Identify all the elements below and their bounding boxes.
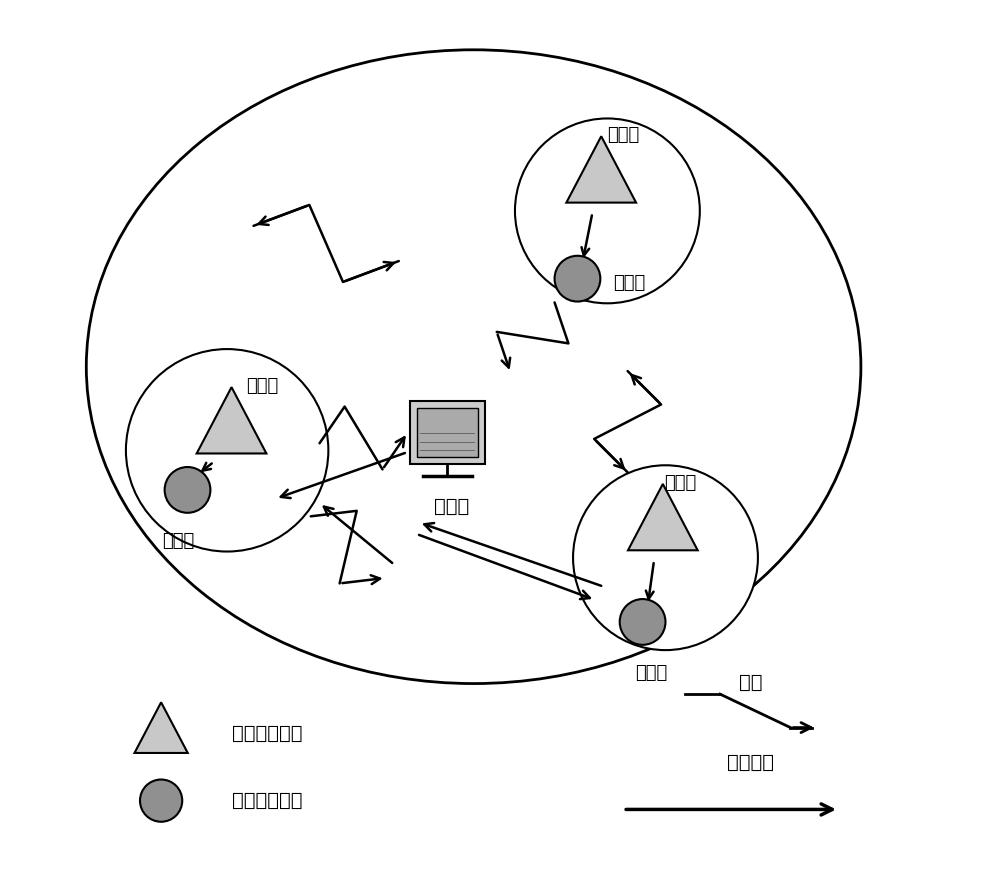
Text: 主用户: 主用户 (434, 497, 469, 516)
Text: 通信链路: 通信链路 (727, 752, 774, 772)
Bar (417, 408, 478, 457)
Text: 接收机: 接收机 (635, 664, 668, 683)
Text: 次用户接收机: 次用户接收机 (232, 791, 302, 810)
Polygon shape (566, 136, 636, 202)
Polygon shape (134, 702, 188, 753)
Circle shape (555, 256, 600, 302)
Circle shape (140, 780, 182, 822)
Polygon shape (197, 387, 266, 454)
Circle shape (165, 467, 210, 513)
Circle shape (573, 465, 758, 650)
Circle shape (126, 349, 328, 552)
Text: 发射机: 发射机 (607, 126, 639, 144)
Text: 接收机: 接收机 (613, 274, 645, 292)
Circle shape (620, 599, 665, 645)
Bar (410, 401, 485, 464)
Text: 接收机: 接收机 (163, 532, 195, 550)
Polygon shape (628, 484, 698, 550)
Circle shape (515, 118, 700, 303)
Text: 发射机: 发射机 (664, 473, 697, 492)
Text: 次用户发射机: 次用户发射机 (232, 724, 302, 743)
Text: 发射机: 发射机 (246, 377, 278, 395)
Text: 干扰: 干扰 (739, 674, 763, 692)
